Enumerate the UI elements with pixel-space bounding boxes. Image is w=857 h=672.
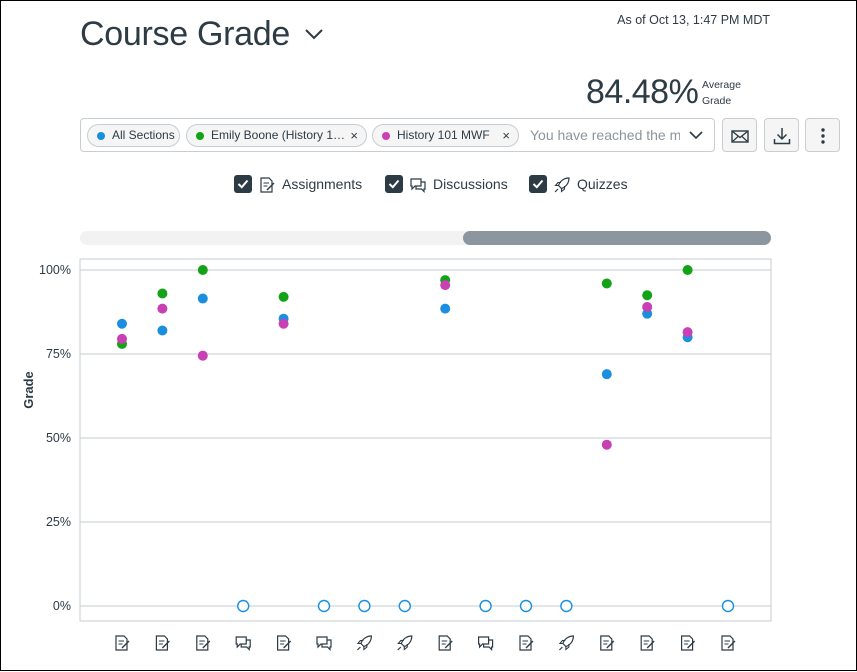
data-point-series-0 [157,325,168,336]
average-grade-value: 84.48% [586,73,699,111]
data-point-series-0 [117,318,127,329]
assignment-icon [640,635,655,651]
chip-history-101-mwf[interactable]: History 101 MWF × [372,124,519,147]
discussion-icon [316,636,332,651]
y-tick-label: 25% [46,515,71,529]
data-point-series-1 [642,290,653,301]
chart-scrollbar-thumb[interactable] [463,231,771,245]
data-point-series-1 [157,288,168,299]
data-point-series-2 [440,280,451,291]
data-point-series-2 [682,327,693,338]
data-point-series-1 [601,278,612,289]
quiz-icon [397,635,413,651]
hollow-data-point [317,599,331,613]
hollow-data-point [519,599,533,613]
data-point-series-0 [601,369,612,380]
data-point-series-0 [197,293,208,304]
discussion-icon [235,636,251,651]
assignment-icon [721,635,736,651]
hollow-data-point [560,599,573,613]
grade-scatter-chart: 0% 25% 50% 75% 100% Grade [21,258,772,651]
series-color-dot [97,132,105,140]
page-title: Course Grade [80,15,290,53]
quiz-icon [558,635,575,651]
checkbox-checked[interactable] [234,175,252,193]
message-students-button[interactable] [722,118,757,152]
chip-emily-boone[interactable]: Emily Boone (History 1… × [186,124,367,147]
hollow-data-point [236,599,250,613]
download-button[interactable] [764,118,799,152]
chip-all-sections[interactable]: All Sections [87,124,180,147]
assignment-icon [155,635,170,651]
y-tick-label: 100% [39,263,71,277]
data-point-series-1 [278,291,289,302]
remove-chip-icon[interactable]: × [502,128,510,143]
data-point-series-2 [601,439,612,450]
filter-input[interactable]: You have reached the ma [530,127,680,143]
more-vertical-icon [821,128,825,144]
hollow-data-point [721,599,735,613]
discussion-icon [410,178,426,193]
filter-assignments-label: Assignments [282,176,363,192]
section-filter[interactable]: All Sections Emily Boone (History 1… × H… [80,118,715,152]
chip-label: All Sections [112,128,175,142]
data-point-series-2 [157,303,168,314]
data-point-series-2 [197,350,208,361]
y-axis-label: Grade [21,371,36,409]
filter-quizzes-label: Quizzes [577,176,628,192]
mail-icon [731,130,749,143]
y-tick-label: 50% [46,431,71,445]
hollow-data-point [358,599,371,613]
y-tick-label: 0% [53,599,71,613]
assignment-icon [438,635,453,651]
filter-discussions-label: Discussions [433,176,508,192]
download-icon [773,128,791,145]
plot-border [79,258,772,622]
assignment-icon [680,635,696,651]
chip-label: History 101 MWF [397,128,490,142]
assignment-icon [277,635,292,651]
more-options-button[interactable] [805,118,840,152]
quiz-icon [554,177,570,193]
average-grade-label: Average Grade [702,79,741,107]
data-point-series-2 [278,318,289,329]
hollow-data-point [398,599,411,613]
data-point-series-1 [682,265,693,275]
y-tick-label: 75% [46,347,71,361]
data-point-series-1 [197,265,208,275]
chip-label: Emily Boone (History 1… [211,128,346,142]
chevron-down-icon[interactable] [688,128,704,142]
as-of-timestamp: As of Oct 13, 1:47 PM MDT [617,13,770,27]
hollow-data-point [479,599,492,613]
assignment-icon [115,635,130,651]
assignment-icon [600,635,615,651]
assignment-icon [196,635,211,651]
remove-chip-icon[interactable]: × [350,128,358,143]
assignment-icon [519,635,534,651]
series-color-dot [382,132,390,140]
checkbox-checked[interactable] [529,175,547,193]
data-point-series-2 [642,301,653,312]
series-color-dot [196,132,204,140]
checkbox-checked[interactable] [385,175,403,193]
quiz-icon [356,635,373,651]
data-point-series-2 [117,333,127,344]
data-point-series-0 [440,303,451,314]
discussion-icon [478,636,494,651]
chevron-down-icon[interactable] [303,25,325,43]
assignment-icon [260,177,275,193]
